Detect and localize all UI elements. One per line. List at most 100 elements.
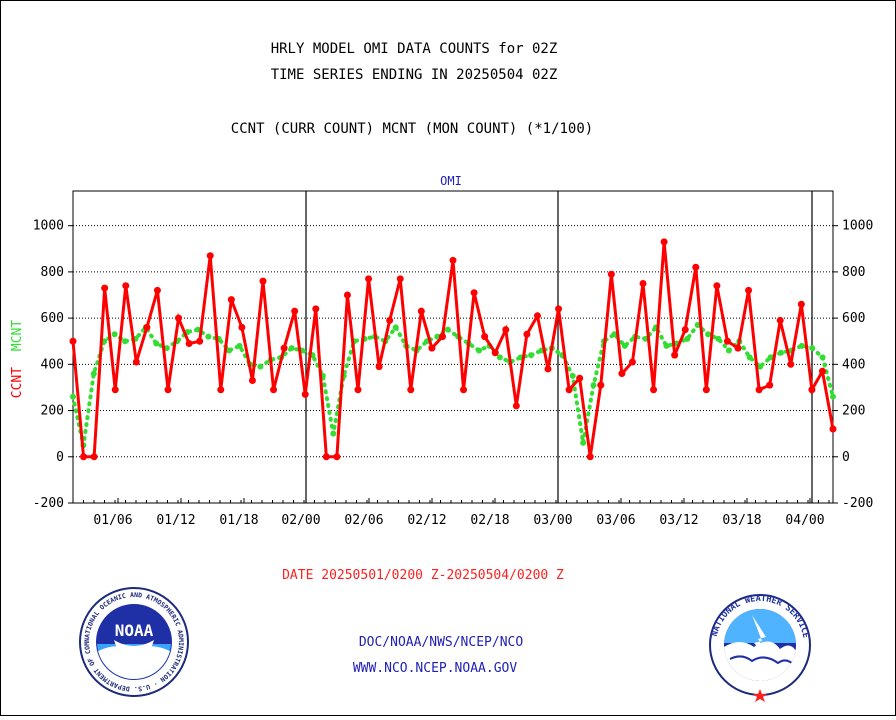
y-tick-label-right: 400 (842, 357, 865, 372)
nws-logo: NATIONAL WEATHER SERVICE (709, 594, 811, 702)
chart-title-line-2: TIME SERIES ENDING IN 20250504 02Z (271, 67, 558, 83)
plot-title: OMI (440, 174, 462, 188)
ccnt-point (808, 386, 816, 394)
ccnt-point (481, 333, 489, 341)
x-tick-label: 02/06 (344, 513, 383, 528)
ccnt-point (576, 374, 584, 382)
ccnt-point (586, 453, 594, 461)
ccnt-point (544, 365, 552, 373)
chart-subtitle: CCNT (CURR COUNT) MCNT (MON COUNT) (*1/1… (231, 121, 593, 137)
mcnt-point (70, 393, 76, 400)
ccnt-point (143, 323, 151, 331)
ccnt-point (301, 390, 309, 398)
mcnt-point (580, 439, 587, 446)
ccnt-point (396, 275, 404, 283)
mcnt-point (330, 430, 337, 437)
mcnt-point (819, 354, 826, 361)
ccnt-point (650, 386, 658, 394)
mcnt-point (611, 331, 618, 338)
mcnt-point (777, 349, 784, 356)
ccnt-point (206, 252, 214, 260)
y-tick-label: -200 (33, 496, 64, 511)
mcnt-point (715, 335, 722, 342)
ccnt-point (713, 282, 721, 290)
ccnt-point (597, 381, 605, 389)
mcnt-point (746, 354, 753, 361)
y-tick-label-right: 0 (842, 450, 850, 465)
y-tick-label-right: -200 (842, 496, 873, 511)
org-path-link[interactable]: DOC/NOAA/NWS/NCEP/NCO (359, 635, 524, 650)
mcnt-point (226, 347, 233, 354)
mcnt-point (590, 382, 597, 389)
ccnt-point (470, 289, 478, 297)
mcnt-point (684, 335, 691, 342)
y-tick-label-right: 1000 (842, 219, 873, 234)
website-link[interactable]: WWW.NCO.NCEP.NOAA.GOV (353, 661, 518, 676)
mcnt-point (767, 354, 774, 361)
ccnt-point (818, 367, 826, 375)
x-tick-label: 04/00 (785, 513, 824, 528)
ccnt-point (766, 381, 774, 389)
ccnt-point (723, 337, 731, 345)
ccnt-point (523, 330, 531, 338)
ccnt-point (565, 386, 573, 394)
x-tick-label: 03/06 (596, 513, 635, 528)
ccnt-point (365, 275, 373, 283)
noaa-logo-text: NOAA (115, 621, 154, 640)
y-tick-label: 800 (41, 265, 64, 280)
mcnt-point (663, 342, 670, 349)
mcnt-point (528, 352, 535, 359)
ccnt-point (787, 360, 795, 368)
ccnt-point (692, 263, 700, 271)
ccnt-point (555, 305, 563, 313)
mcnt-point (111, 331, 118, 338)
star-icon (753, 689, 767, 702)
ccnt-point (80, 453, 88, 461)
mcnt-point (725, 347, 732, 354)
ccnt-point (259, 277, 267, 285)
ccnt-point (428, 344, 436, 352)
x-tick-label: 02/00 (281, 513, 320, 528)
ccnt-point (438, 333, 446, 341)
ccnt-point (122, 282, 130, 290)
mcnt-point (705, 331, 712, 338)
ccnt-point (407, 386, 415, 394)
mcnt-point (236, 342, 243, 349)
mcnt-point (153, 340, 160, 347)
y-axis-label: CCNT MCNT (10, 320, 25, 399)
mcnt-point (434, 333, 441, 340)
x-tick-label: 01/06 (93, 513, 132, 528)
x-tick-label: 02/18 (470, 513, 509, 528)
ccnt-point (671, 351, 679, 359)
mcnt-point (476, 347, 483, 354)
plot-frame (72, 190, 834, 504)
ccnt-point (449, 256, 457, 264)
ccnt-point (354, 386, 362, 394)
ccnt-line (71, 241, 835, 459)
ccnt-point (660, 238, 668, 246)
ccnt-point (238, 323, 246, 331)
ccnt-point (280, 344, 288, 352)
ccnt-point (217, 386, 225, 394)
noaa-logo: NATIONAL OCEANIC AND ATMOSPHERIC ADMINIS… (79, 587, 189, 697)
y-label-mcnt: MCNT (10, 320, 25, 351)
ccnt-point (227, 296, 235, 304)
y-tick-label: 1000 (33, 219, 64, 234)
ccnt-point (755, 386, 763, 394)
mcnt-point (757, 363, 764, 370)
y-tick-label: 400 (41, 357, 64, 372)
ccnt-point (196, 337, 204, 345)
mcnt-point (288, 345, 295, 352)
ccnt-point (628, 358, 636, 366)
mcnt-point (621, 342, 628, 349)
y-tick-label-right: 600 (842, 311, 865, 326)
mcnt-point (205, 333, 212, 340)
plot-area: -200 -200 0 0 200 200 400 400 600 600 800 800 1000 10… (33, 190, 873, 528)
ccnt-point (533, 312, 541, 320)
ccnt-point (375, 363, 383, 371)
x-tick-label: 01/18 (219, 513, 258, 528)
ccnt-point (185, 340, 193, 348)
ccnt-point (164, 386, 172, 394)
ccnt-point (512, 402, 520, 410)
ccnt-point (270, 386, 278, 394)
